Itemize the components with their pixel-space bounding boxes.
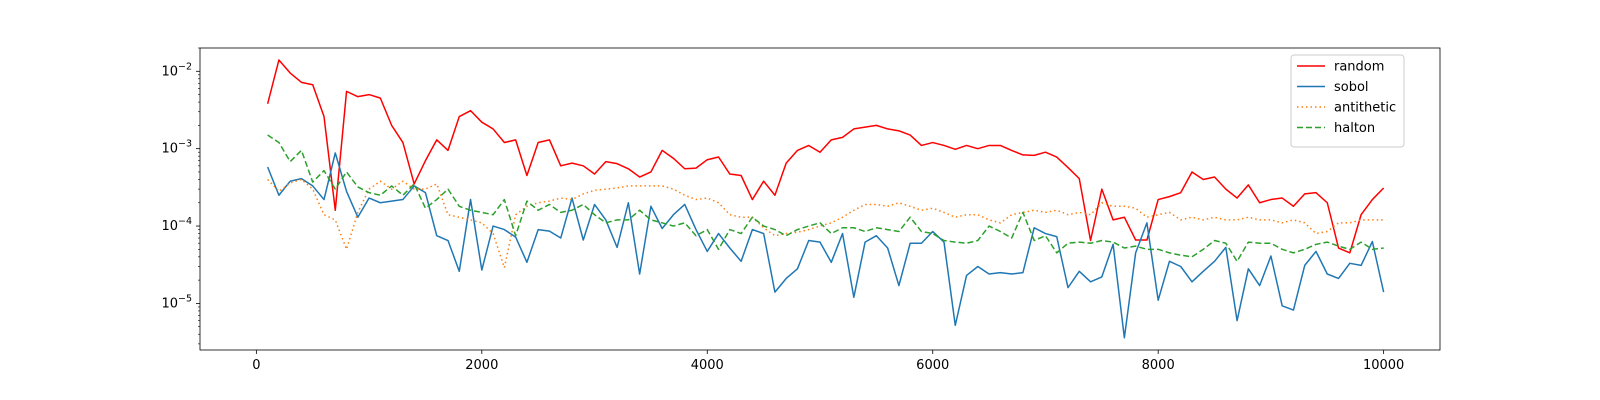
x-tick-label: 0 (252, 358, 260, 373)
x-tick-label: 2000 (465, 358, 498, 373)
x-tick-label: 10000 (1363, 358, 1404, 373)
x-tick-label: 6000 (916, 358, 949, 373)
x-tick-label: 4000 (691, 358, 724, 373)
series-line-halton (267, 134, 1384, 263)
legend-label-random: random (1334, 60, 1384, 75)
legend-label-antithetic: antithetic (1334, 101, 1396, 116)
legend-box (1290, 54, 1405, 148)
series-line-antithetic (267, 178, 1384, 269)
legend-label-halton: halton (1334, 121, 1375, 136)
x-tick-label: 8000 (1142, 358, 1175, 373)
series-line-sobol (266, 152, 1385, 339)
y-tick-label: 10−3 (161, 139, 192, 157)
legend-label-sobol: sobol (1334, 80, 1369, 95)
plot-area (199, 47, 1441, 351)
y-tick-label: 10−2 (161, 61, 192, 79)
plot-frame (199, 47, 1441, 351)
x-axis: 0 2000 4000 6000 8000 10000 (252, 350, 1404, 373)
legend: random sobol antithetic halton (1290, 54, 1405, 148)
series-line-random (266, 59, 1385, 254)
y-tick-label: 10−4 (161, 216, 192, 234)
y-tick-label: 10−5 (161, 293, 192, 311)
y-axis: 10−5 10−4 10−3 10−2 (161, 47, 200, 345)
